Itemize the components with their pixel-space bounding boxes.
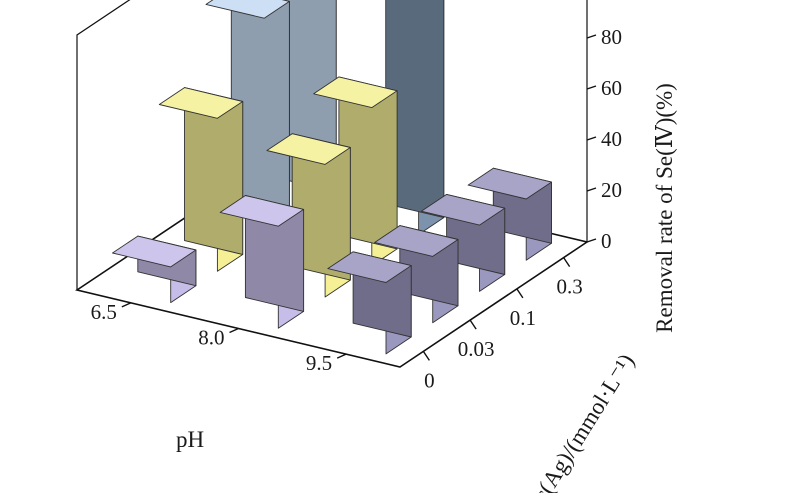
x-tick-label: 0.03 (458, 337, 495, 361)
x-tick-mark (422, 350, 430, 361)
bar-ag-0.3-ph-9.5 (467, 167, 552, 261)
z-tick-mark (586, 136, 597, 141)
back-wall-outline (76, 0, 588, 290)
z-tick-mark (586, 85, 597, 90)
z-tick-mark (586, 238, 597, 243)
x-tick-label: 0.1 (510, 306, 536, 330)
z-tick-label: 20 (601, 178, 622, 202)
z-axis-ticks: 020406080100 (586, 25, 622, 253)
bar-ag-0.1-ph-9.5 (420, 193, 506, 292)
y-tick-mark (121, 302, 132, 308)
y-tick-label: 8.0 (198, 326, 224, 350)
z-tick-mark (586, 187, 597, 192)
y-tick-mark (229, 327, 239, 334)
x-tick-mark (516, 288, 524, 299)
bar-ag-0-ph-9.5 (327, 251, 412, 355)
x-tick-mark (469, 319, 477, 330)
bar-ag-0-ph-8.0 (219, 195, 305, 329)
bars-group (112, 0, 552, 355)
x-axis-ticks: 0 0.03 0.1 0.3 (422, 257, 583, 392)
z-tick-mark (586, 34, 597, 39)
x-tick-label: 0.3 (557, 275, 583, 299)
y-tick-mark (336, 353, 347, 359)
bar-ag-0.1-ph-8.0 (313, 76, 398, 267)
x-tick-mark (563, 257, 571, 268)
bar-ag-0.03-ph-6.5 (158, 87, 244, 272)
y-axis-label: pH (176, 427, 204, 452)
x-axis-label: c(Ag)/(mmol·L⁻¹) (528, 349, 639, 493)
y-tick-label: 6.5 (91, 300, 117, 324)
z-tick-label: 80 (601, 25, 622, 49)
z-axis-label: Removal rate of Se(Ⅳ)(%) (652, 83, 677, 333)
y-axis-ticks: 6.5 8.0 9.5 (91, 300, 347, 375)
bar-ag-0.1-ph-6.5 (205, 0, 290, 241)
z-tick-label: 0 (601, 229, 612, 253)
y-tick-label: 9.5 (306, 351, 332, 375)
z-tick-label: 60 (601, 76, 622, 100)
bar-ag-0-ph-6.5 (112, 235, 197, 304)
x-tick-label: 0 (424, 368, 435, 392)
bar-ag-0.3-ph-8.0 (385, 0, 445, 235)
bar-ag-0.03-ph-9.5 (374, 225, 459, 324)
z-tick-label: 40 (601, 127, 622, 151)
